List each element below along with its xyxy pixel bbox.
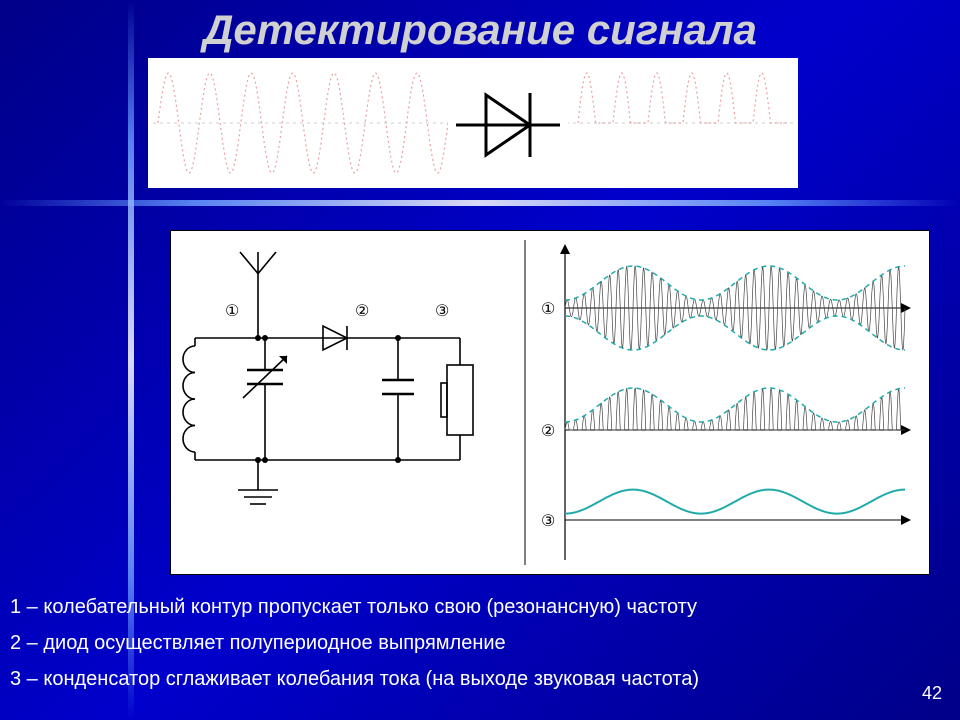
caption-3: 3 – конденсатор сглаживает колебания ток… (10, 668, 699, 691)
svg-text:①: ① (541, 301, 555, 318)
svg-circuit-signals: ① ② ③ ① ② ③ (170, 230, 930, 575)
caption-1: 1 – колебательный контур пропускает толь… (10, 596, 697, 619)
svg-text:②: ② (541, 423, 555, 440)
svg-diode-action (148, 58, 798, 188)
page-number: 42 (922, 683, 942, 704)
panel-diode-action (148, 58, 798, 188)
svg-text:③: ③ (541, 513, 555, 530)
panel-circuit-signals: ① ② ③ ① ② ③ (170, 230, 930, 575)
svg-text:②: ② (355, 303, 369, 320)
svg-text:③: ③ (435, 303, 449, 320)
decor-horizontal-flare (0, 200, 960, 206)
caption-2: 2 – диод осуществляет полупериодное выпр… (10, 632, 506, 655)
slide-title: Детектирование сигнала (0, 6, 960, 54)
svg-text:①: ① (225, 303, 239, 320)
